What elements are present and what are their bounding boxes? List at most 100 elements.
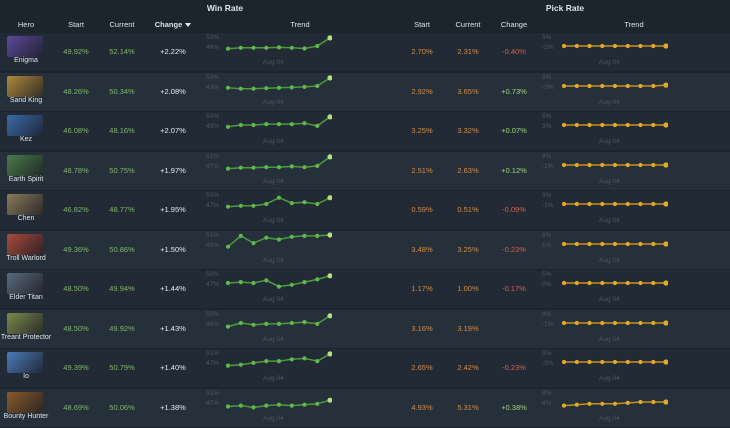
wr-trend-point[interactable] [327,195,332,201]
wr-trend-chart[interactable]: 50% 46% Aug 04 [206,310,332,348]
wr-trend-point[interactable] [276,45,282,50]
pr-trend-point[interactable] [625,122,630,128]
pr-trend-point[interactable] [663,398,668,405]
pr-trend-chart[interactable]: 9% -3% Aug 04 [542,73,668,111]
wr-trend-point[interactable] [238,362,243,367]
pr-trend-point[interactable] [638,280,643,286]
hero-portrait[interactable] [7,75,43,97]
wr-trend-point[interactable] [302,200,307,205]
wr-trend-point[interactable] [225,280,231,286]
pr-trend-point[interactable] [651,399,656,404]
pr-trend-point[interactable] [651,201,656,207]
wr-trend-point[interactable] [225,85,231,90]
pr-trend-point[interactable] [587,201,592,207]
wr-trend-point[interactable] [276,284,282,289]
wr-trend-point[interactable] [238,203,243,208]
hero-portrait[interactable] [7,36,43,57]
pr-trend-chart[interactable]: 6% 1% Aug 04 [542,231,668,269]
pr-trend-point[interactable] [561,241,567,246]
wr-trend-point[interactable] [302,121,307,126]
pr-trend-point[interactable] [574,162,579,167]
wr-trend-point[interactable] [264,85,269,90]
wr-trend-point[interactable] [289,45,294,50]
pr-trend-point[interactable] [651,320,656,325]
pr-trend-chart[interactable]: 8% 4% Aug 04 [542,389,668,427]
pr-trend-point[interactable] [625,400,630,405]
pr-trend-point[interactable] [574,359,579,365]
wr-trend-point[interactable] [276,321,282,326]
pr-trend-chart[interactable]: 9% -1% Aug 04 [542,152,668,190]
pr-trend-point[interactable] [638,162,643,167]
pr-trend-point[interactable] [651,122,656,128]
pr-trend-point[interactable] [651,280,656,286]
pr-trend-point[interactable] [587,280,592,286]
wr-trend-point[interactable] [327,231,332,238]
wr-trend-point[interactable] [315,277,320,282]
pr-trend-point[interactable] [561,280,567,286]
hero-cell[interactable]: Earth Spirit [0,152,50,190]
pr-trend-chart[interactable]: 9% -1% Aug 04 [542,310,668,348]
pr-trend-point[interactable] [612,241,618,246]
wr-trend-point[interactable] [327,114,332,120]
table-row[interactable]: Bounty Hunter 48.69% 50.06% +1.38% 51% 47% Aug… [0,388,730,427]
pr-trend-point[interactable] [638,43,643,49]
pr-trend-point[interactable] [561,320,567,325]
wr-trend-point[interactable] [315,321,320,326]
pr-trend-point[interactable] [612,162,618,167]
pr-trend-point[interactable] [663,280,668,286]
pr-trend-point[interactable] [561,201,567,207]
hero-name[interactable]: Chen [17,215,35,222]
pr-trend-point[interactable] [663,82,668,88]
wr-trend-point[interactable] [251,240,256,245]
pr-trend-point[interactable] [561,162,567,167]
pr-trend-point[interactable] [587,162,592,167]
wr-trend-point[interactable] [238,86,243,91]
wr-trend-point[interactable] [289,234,294,239]
pr-trend-point[interactable] [612,122,618,128]
wr-trend-point[interactable] [238,45,243,50]
wr-trend-chart[interactable]: 53% 46% Aug 04 [206,33,332,71]
pr-trend-point[interactable] [612,43,618,49]
wr-trend-point[interactable] [251,203,256,208]
pr-trend-point[interactable] [638,201,643,207]
wr-trend-point[interactable] [264,278,269,283]
pr-trend-point[interactable] [561,359,567,365]
wr-trend-point[interactable] [264,164,269,169]
pr-trend-chart[interactable]: 3% -1% Aug 04 [542,191,668,229]
wr-trend-point[interactable] [264,403,269,408]
wr-trend-point[interactable] [315,43,320,49]
hero-name[interactable]: Elder Titan [9,294,43,301]
pr-trend-point[interactable] [587,320,592,325]
col-wr-start[interactable]: Start [68,20,84,29]
wr-trend-point[interactable] [327,74,332,80]
pr-trend-point[interactable] [574,43,579,49]
wr-trend-point[interactable] [264,321,269,326]
pr-trend-chart[interactable]: 9% -3% Aug 04 [542,349,668,387]
wr-trend-point[interactable] [315,83,320,88]
hero-name[interactable]: Treant Protector [0,333,52,341]
pr-trend-point[interactable] [600,83,605,88]
hero-portrait[interactable] [7,391,43,413]
pr-trend-point[interactable] [638,399,643,404]
hero-name[interactable]: Bounty Hunter [3,412,49,420]
pr-trend-point[interactable] [638,122,643,128]
wr-trend-chart[interactable]: 51% 47% Aug 04 [206,152,332,190]
wr-trend-point[interactable] [264,359,269,364]
col-pr-start[interactable]: Start [414,20,430,29]
pr-trend-point[interactable] [651,241,656,246]
wr-trend-point[interactable] [276,122,282,127]
wr-trend-point[interactable] [238,165,243,170]
hero-cell[interactable]: Kez [0,112,50,150]
wr-trend-point[interactable] [238,320,243,325]
wr-trend-point[interactable] [238,233,243,238]
wr-trend-point[interactable] [302,46,307,51]
pr-trend-point[interactable] [600,401,605,406]
pr-trend-point[interactable] [574,83,579,88]
wr-trend-point[interactable] [302,84,307,89]
table-row[interactable]: Earth Spirit 48.78% 50.75% +1.97% 51% 47% Aug … [0,151,730,190]
hero-cell[interactable]: Troll Warlord [0,231,50,269]
wr-trend-point[interactable] [289,282,294,287]
pr-trend-point[interactable] [625,162,630,167]
pr-trend-point[interactable] [625,241,630,246]
pr-trend-point[interactable] [600,43,605,49]
